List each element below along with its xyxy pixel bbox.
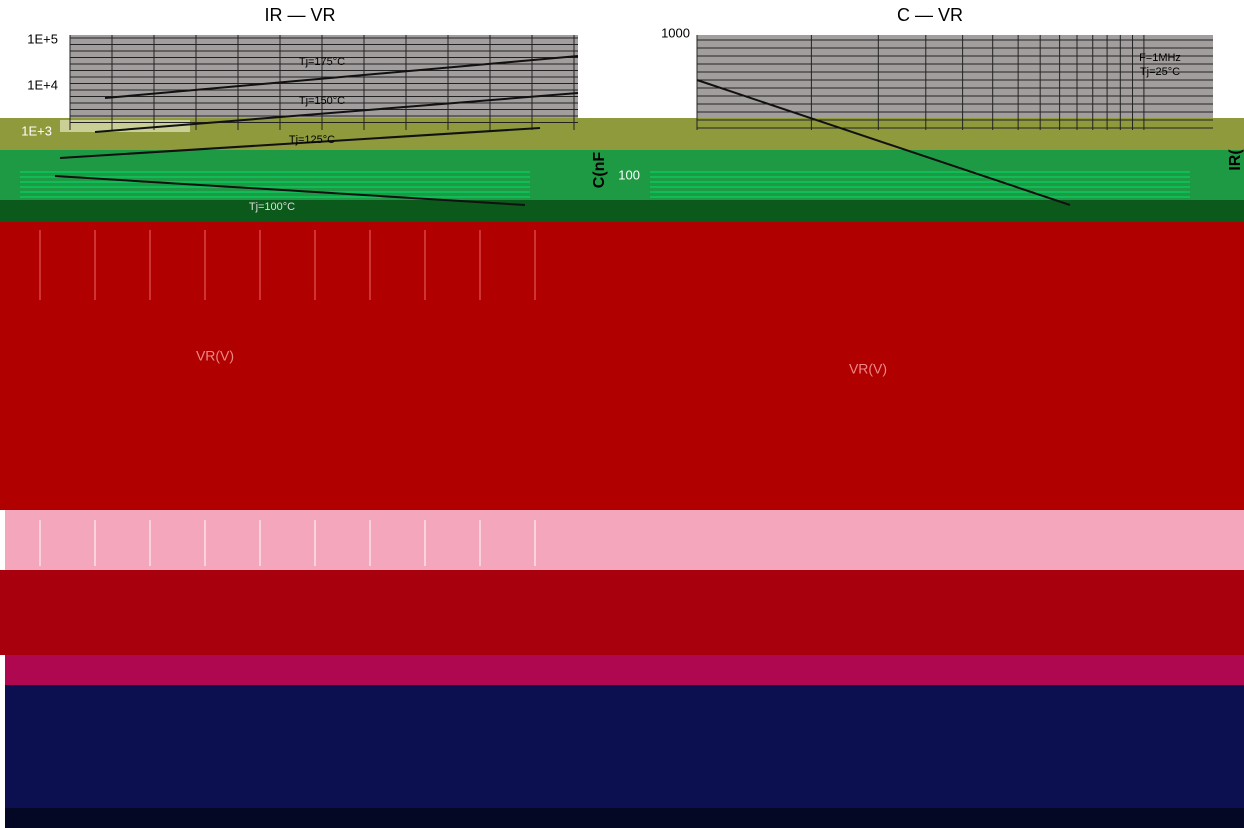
grid — [20, 35, 1213, 566]
y-tick-label: 1000 — [661, 25, 690, 40]
curve-label: Tj=175°C — [299, 56, 345, 68]
band — [0, 570, 1244, 655]
curve — [104, 55, 579, 99]
chart-title: C — VR — [897, 5, 963, 25]
band — [5, 510, 1244, 570]
curve — [54, 175, 526, 206]
plot-area — [697, 35, 1213, 130]
band — [5, 685, 1244, 808]
side-label: IR( — [1227, 149, 1244, 171]
y-tick-label: 1E+3 — [21, 123, 52, 138]
curve-label: Tj=125°C — [289, 134, 335, 146]
chart-title: IR — VR — [264, 5, 335, 25]
band — [0, 200, 1244, 222]
note: Tj=25°C — [1140, 66, 1180, 78]
x-axis-label: VR(V) — [849, 361, 887, 377]
band — [5, 655, 1244, 685]
curve-label: Tj=100°C — [249, 201, 295, 213]
curve — [94, 92, 579, 133]
y-tick-label: 1E+4 — [27, 77, 58, 92]
y-tick-label: 100 — [618, 167, 640, 182]
curve — [59, 127, 541, 159]
band — [5, 808, 1244, 828]
band — [0, 222, 1244, 510]
y-tick-label: 1E+5 — [27, 31, 58, 46]
note: F=1MHz — [1139, 52, 1181, 64]
x-axis-label: VR(V) — [196, 348, 234, 364]
y-axis-label: C(nF — [591, 152, 608, 189]
curve-label: Tj=150°C — [299, 95, 345, 107]
curve — [696, 79, 1071, 206]
